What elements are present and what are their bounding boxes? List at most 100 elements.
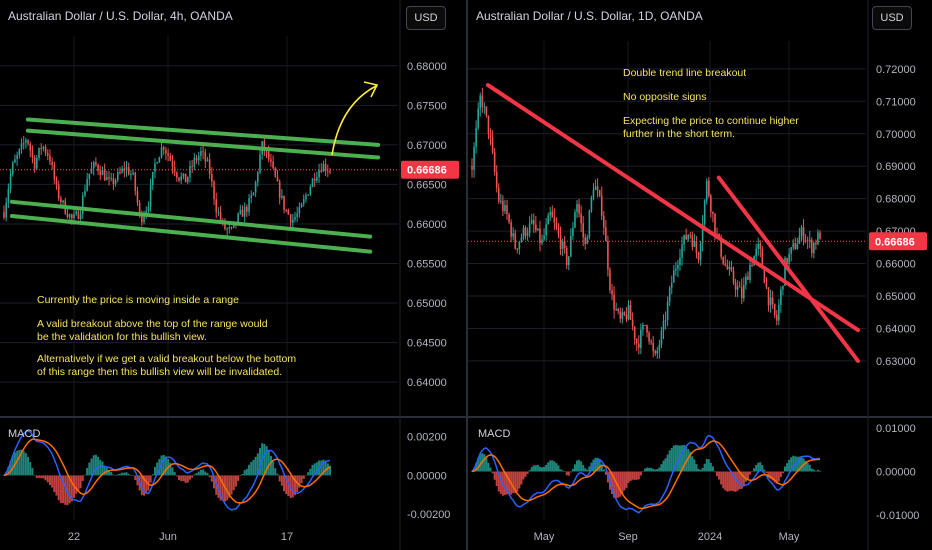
candle-body (123, 168, 126, 171)
macd-histogram-bar (676, 445, 679, 472)
candle-body (239, 209, 242, 214)
candle-body (627, 305, 630, 320)
macd-histogram-bar (561, 470, 564, 472)
candle-body (518, 241, 521, 250)
macd-histogram-bar (123, 472, 126, 476)
macd-histogram-bar (62, 475, 65, 504)
y-tick-label: 0.72000 (876, 64, 916, 76)
candle-body (202, 151, 204, 153)
note-breakout-validation: A valid breakout above the top of the ra… (37, 318, 268, 343)
candle-body (208, 159, 211, 174)
candle-body (191, 166, 193, 168)
macd-histogram-bar (491, 471, 494, 474)
candle-body (664, 320, 667, 322)
macd-histogram-bar (489, 467, 492, 472)
macd-histogram-bar (753, 468, 756, 472)
macd-histogram-bar (543, 466, 546, 472)
macd-histogram-bar (252, 459, 255, 476)
macd-histogram-bar (565, 471, 568, 476)
candle-body (660, 330, 663, 345)
candle-body (697, 252, 700, 260)
macd-histogram-bar (248, 464, 251, 476)
macd-histogram-bar (276, 473, 279, 476)
macd-histogram-bar (806, 462, 809, 472)
x-tick-label: 2024 (698, 531, 722, 543)
macd-histogram-bar (683, 444, 686, 472)
macd-histogram-bar (639, 471, 642, 476)
macd-histogram-bar (703, 463, 706, 472)
candle-body (804, 239, 807, 241)
macd-histogram-bar (796, 456, 799, 472)
macd-histogram-bar (68, 475, 71, 504)
macd-histogram-bar (237, 475, 240, 482)
candle-body (44, 147, 47, 153)
macd-histogram-bar (755, 465, 758, 472)
candle-body (524, 227, 527, 236)
macd-histogram-bar (814, 470, 817, 472)
chart-panel-1d[interactable]: 0.72000 0.71000 0.70000 0.69000 0.68000 0.670… (468, 0, 932, 550)
y-tick-label: 0.64000 (876, 323, 916, 335)
candle-body (278, 181, 281, 198)
chart-4h-canvas[interactable]: 0.68000 0.67500 0.67000 0.66500 0.66000 0.655… (0, 0, 466, 550)
macd-histogram-bar (557, 465, 560, 472)
macd-histogram-bar (193, 474, 196, 476)
macd-histogram-bar (184, 475, 187, 483)
macd-histogram-bar (528, 470, 531, 472)
candle-body (724, 263, 727, 266)
candle-body (602, 215, 605, 228)
macd-histogram-bar (188, 475, 191, 480)
y-tick-label: 0.71000 (876, 96, 916, 108)
macd-histogram-bar (162, 454, 165, 476)
candle-body (755, 248, 757, 257)
candle-body (108, 177, 110, 179)
macd-histogram-bar (771, 471, 774, 481)
chart-1d-canvas[interactable]: 0.720000.710000.700000.690000.680000.670… (468, 0, 932, 550)
macd-histogram-bar (35, 475, 38, 479)
candle-body (658, 344, 661, 351)
macd-histogram-bar (590, 462, 593, 472)
candle-body (782, 285, 784, 290)
y-tick-label: 0.66000 (407, 219, 447, 231)
macd-histogram-bar (621, 471, 624, 494)
candle-body (808, 239, 811, 241)
y-tick-label: 0.68000 (876, 194, 916, 206)
candle-body (769, 297, 772, 306)
candle-body (106, 177, 108, 181)
macd-histogram-bar (563, 471, 566, 472)
currency-button[interactable]: USD (406, 6, 446, 30)
macd-histogram-bar (594, 457, 597, 472)
candle-body (588, 210, 591, 238)
macd-histogram-bar (522, 471, 525, 480)
candle-body (485, 106, 488, 116)
macd-signal-line (471, 440, 821, 510)
macd-histogram-bar (108, 470, 111, 476)
candle-body (668, 287, 671, 302)
macd-histogram-bar (514, 471, 517, 494)
candle-body (125, 167, 128, 171)
macd-histogram-bar (495, 471, 498, 487)
macd-histogram-bar (600, 464, 603, 472)
macd-histogram-bar (602, 469, 605, 472)
macd-histogram-bar (88, 462, 91, 476)
macd-histogram-bar (258, 448, 261, 476)
candle-body (607, 241, 609, 270)
macd-histogram-bar (287, 475, 290, 496)
panel-divider[interactable] (466, 0, 468, 550)
candle-body (654, 351, 657, 354)
channel-line (9, 214, 373, 254)
macd-histogram-bar (280, 475, 283, 486)
candle-body (136, 190, 139, 203)
currency-button[interactable]: USD (872, 6, 912, 30)
macd-histogram-bar (213, 475, 216, 489)
candle-body (97, 164, 99, 171)
macd-histogram-bar (199, 469, 202, 476)
candle-body (738, 286, 741, 288)
candle-body (650, 341, 652, 343)
candle-body (292, 219, 294, 223)
candle-body (502, 200, 504, 212)
macd-histogram-bar (9, 460, 12, 476)
candle-body (224, 220, 226, 230)
macd-histogram-bar (272, 461, 275, 476)
chart-panel-4h[interactable]: 0.68000 0.67500 0.67000 0.66500 0.66000 0.655… (0, 0, 466, 550)
candle-body (276, 176, 279, 182)
